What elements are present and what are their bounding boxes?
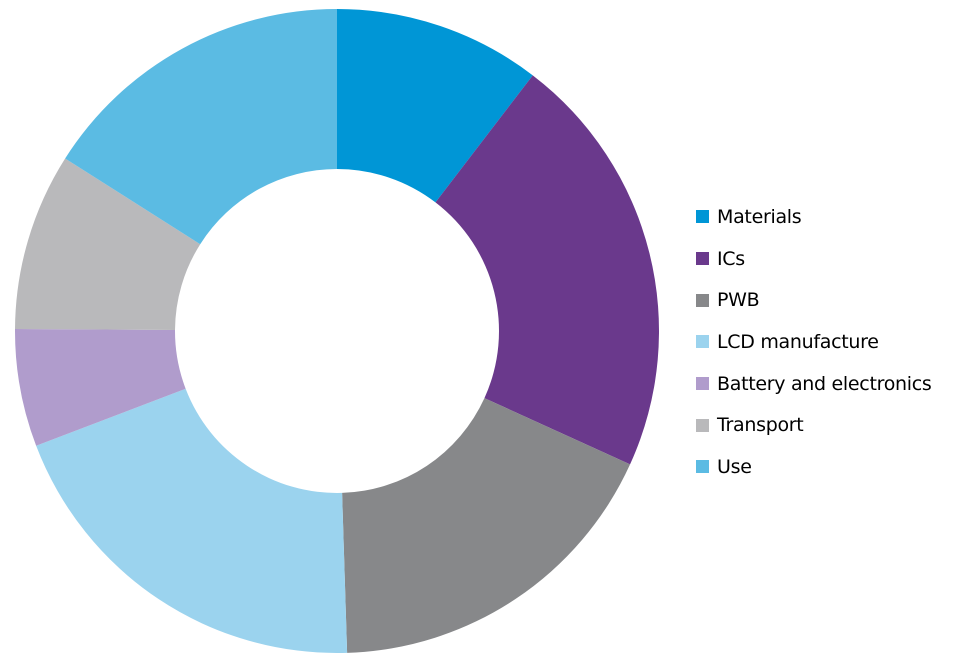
legend-label-lcd-manufacture: LCD manufacture (717, 330, 879, 353)
legend-swatch-transport (696, 418, 709, 432)
legend-item-materials: Materials (696, 196, 958, 238)
legend-item-use: Use (696, 446, 958, 488)
legend-label-pwb: PWB (717, 289, 760, 312)
legend-swatch-lcd-manufacture (696, 335, 709, 349)
donut-slice-battery-and-electronics (15, 328, 186, 446)
legend-label-transport: Transport (717, 414, 804, 437)
legend-swatch-pwb (696, 293, 709, 307)
legend-item-lcd-manufacture: LCD manufacture (696, 321, 958, 363)
legend-swatch-ics (696, 252, 709, 266)
legend-label-ics: ICs (717, 247, 745, 270)
donut-slice-use (65, 9, 338, 245)
legend-item-pwb: PWB (696, 279, 958, 321)
chart-legend: Materials ICs PWB LCD manufacture Batter… (696, 196, 958, 488)
legend-swatch-battery-and-electronics (696, 377, 709, 391)
donut-slice-transport (15, 158, 201, 330)
legend-label-materials: Materials (717, 205, 802, 228)
legend-label-use: Use (717, 455, 752, 478)
donut-slice-materials (337, 9, 533, 203)
legend-item-battery-and-electronics: Battery and electronics (696, 363, 958, 405)
donut-slice-pwb (342, 398, 631, 653)
legend-swatch-materials (696, 210, 709, 224)
donut-chart-plot (15, 9, 659, 653)
legend-swatch-use (696, 460, 709, 474)
donut-slice-ics (435, 75, 659, 465)
legend-item-ics: ICs (696, 238, 958, 280)
legend-item-transport: Transport (696, 404, 958, 446)
legend-label-battery-and-electronics: Battery and electronics (717, 372, 932, 395)
donut-slice-lcd-manufacture (36, 388, 348, 653)
